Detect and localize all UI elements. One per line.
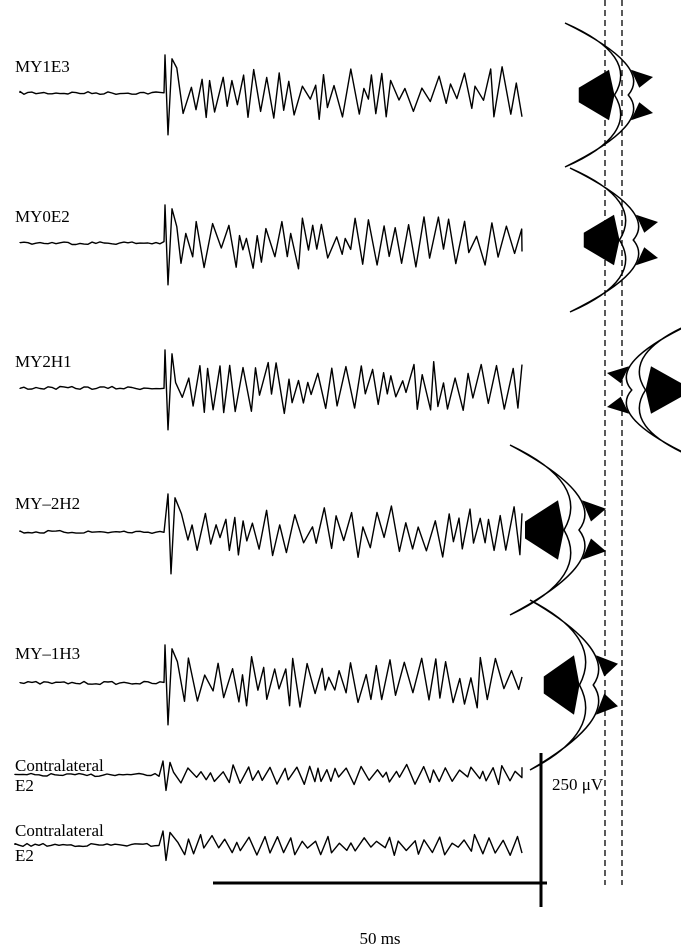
fish-body	[509, 444, 586, 616]
fish-fin	[645, 366, 681, 414]
fish-fin	[582, 500, 606, 522]
fish	[529, 599, 618, 771]
fish-fin	[631, 69, 653, 88]
time-scale-label: 50 ms	[359, 929, 400, 948]
fish-fin	[525, 500, 564, 560]
trace-label: E2	[15, 846, 34, 865]
fish-fin	[636, 214, 658, 233]
trace-label: MY1E3	[15, 57, 70, 76]
fish-diagrams	[509, 22, 681, 771]
fish	[509, 444, 606, 616]
trace-label: MY2H1	[15, 352, 72, 371]
trace-label: Contralateral	[15, 756, 104, 775]
fish-fin	[596, 655, 618, 677]
fish-fin	[631, 102, 653, 121]
traces: MY1E3 MY0E2 MY2H1 MY–2H2 MY–1H3 Contralateral…	[14, 54, 523, 865]
trace-label: Contralateral	[15, 821, 104, 840]
fish-body	[529, 599, 600, 771]
fish-fin	[543, 655, 580, 715]
fish-fin	[607, 366, 629, 384]
trace-label: MY0E2	[15, 207, 70, 226]
emg-trace	[14, 760, 523, 792]
fish-body	[625, 327, 681, 453]
emg-trace	[14, 830, 523, 862]
trace-label: MY–2H2	[15, 494, 80, 513]
fish	[569, 167, 658, 313]
emg-trace	[19, 493, 523, 575]
fish-fin	[636, 247, 658, 266]
emg-trace	[19, 54, 523, 136]
fish-body	[564, 22, 635, 168]
emg-trace	[19, 204, 523, 286]
emg-trace	[19, 349, 523, 431]
emg-trace	[19, 644, 523, 726]
fish-fin	[583, 214, 620, 266]
trace-label: E2	[15, 776, 34, 795]
fish	[607, 327, 681, 453]
fish-fin	[607, 396, 629, 414]
trace-label: MY–1H3	[15, 644, 80, 663]
amplitude-scale-label: 250 μV	[552, 775, 604, 794]
fish-fin	[596, 693, 618, 715]
fish-fin	[578, 69, 615, 121]
fish-fin	[582, 538, 606, 560]
fish	[564, 22, 653, 168]
